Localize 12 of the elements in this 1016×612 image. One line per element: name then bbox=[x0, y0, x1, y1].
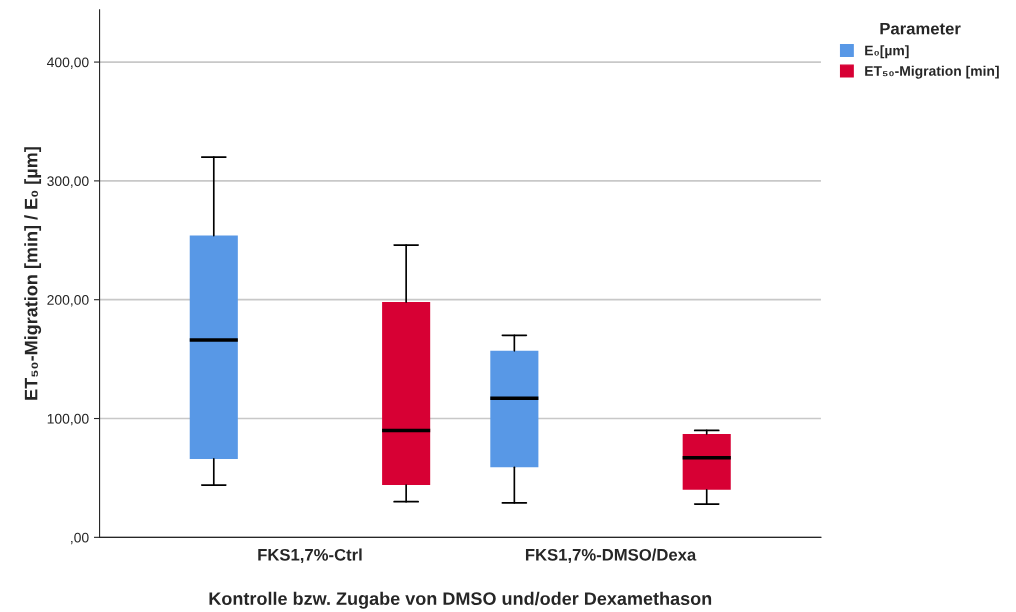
legend-title: Parameter bbox=[880, 22, 961, 35]
y-tick-label: 100,00 bbox=[47, 413, 89, 426]
y-axis-title: ET₅₀-Migration [min] / E₀ [µm] bbox=[24, 147, 42, 400]
x-tick-label: FKS1,7%-Ctrl bbox=[258, 548, 362, 564]
y-tick-label: ,00 bbox=[71, 532, 89, 545]
legend-label: ET₅₀-Migration [min] bbox=[865, 65, 999, 79]
y-tick-label: 400,00 bbox=[46, 57, 89, 69]
x-axis-title: Kontrolle bzw. Zugabe von DMSO und/oder Dexamethason bbox=[209, 591, 712, 609]
legend-label: E₀[µm] bbox=[865, 45, 909, 59]
y-tick-label: 300,00 bbox=[47, 176, 89, 188]
x-tick-label: FKS1,7%-DMSO/Dexa bbox=[525, 548, 697, 564]
y-tick-label: 200,00 bbox=[47, 295, 89, 307]
